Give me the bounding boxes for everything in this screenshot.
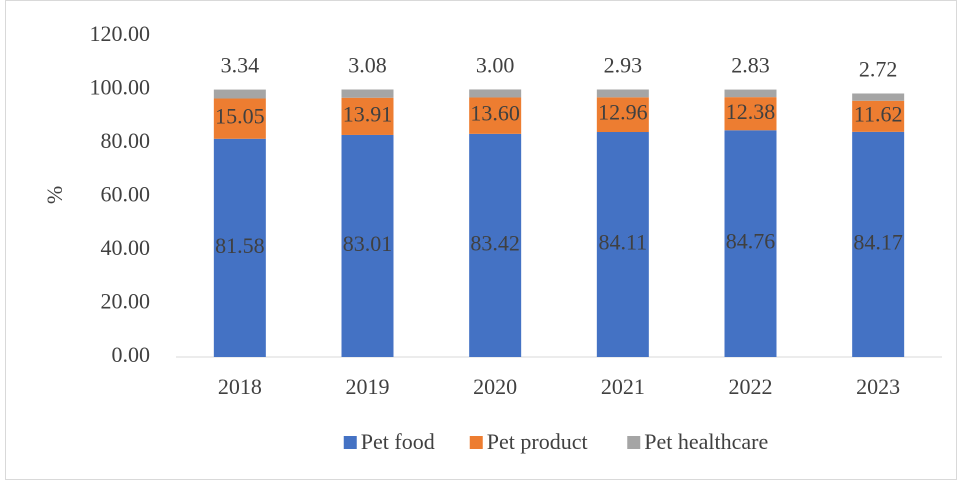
data-label: 12.96 <box>598 100 648 125</box>
data-label: 84.76 <box>726 229 776 254</box>
data-label: 15.05 <box>215 104 265 129</box>
data-label: 2.83 <box>731 53 770 78</box>
bar-segment <box>469 89 522 98</box>
bar-segment <box>852 93 905 101</box>
data-label: 2.72 <box>859 57 898 82</box>
data-label: 83.42 <box>470 230 520 255</box>
x-tick-label: 2023 <box>856 374 900 399</box>
x-tick-label: 2022 <box>729 374 773 399</box>
bar-segment <box>596 97 649 133</box>
bar-segment <box>213 98 266 139</box>
bar-segment <box>213 89 266 99</box>
y-tick-label: 100.00 <box>90 75 151 100</box>
legend-label: Pet product <box>487 429 588 454</box>
bar-segment <box>469 97 522 134</box>
x-tick-label: 2019 <box>346 374 390 399</box>
data-label: 84.17 <box>853 229 903 254</box>
bar-segment <box>724 97 777 131</box>
data-label: 13.91 <box>343 101 393 126</box>
data-label: 3.34 <box>221 53 260 78</box>
data-label: 13.60 <box>470 101 520 126</box>
bar-segment <box>596 132 649 357</box>
bar-segment <box>469 133 522 357</box>
y-tick-label: 40.00 <box>101 235 151 260</box>
legend-swatch <box>627 436 641 449</box>
bar-segment <box>852 131 905 357</box>
y-tick-label: 60.00 <box>101 182 151 207</box>
y-tick-label: 120.00 <box>90 21 151 46</box>
legend-label: Pet food <box>361 429 435 454</box>
bar-segment <box>724 130 777 357</box>
x-tick-label: 2020 <box>473 374 517 399</box>
legend-swatch <box>469 436 483 449</box>
legend-label: Pet healthcare <box>644 429 768 454</box>
x-tick-label: 2021 <box>601 374 645 399</box>
y-axis-label: % <box>42 186 67 204</box>
data-label: 81.58 <box>215 233 265 258</box>
data-label: 3.08 <box>348 53 387 78</box>
bar-segment <box>852 100 905 132</box>
bar-segment <box>341 134 394 357</box>
bar-segment <box>213 138 266 357</box>
y-tick-label: 0.00 <box>112 342 151 367</box>
data-label: 12.38 <box>726 99 776 124</box>
data-label: 84.11 <box>598 230 647 255</box>
bar-segment <box>724 89 777 98</box>
data-label: 2.93 <box>604 53 643 78</box>
data-label: 11.62 <box>854 101 903 126</box>
data-label: 83.01 <box>343 231 393 256</box>
bar-segment <box>341 97 394 135</box>
bar-segment <box>596 89 649 98</box>
y-tick-label: 20.00 <box>101 289 151 314</box>
data-label: 3.00 <box>476 52 515 77</box>
bar-segment <box>341 89 394 98</box>
legend-swatch <box>343 436 357 449</box>
x-tick-label: 2018 <box>218 374 262 399</box>
y-tick-label: 80.00 <box>101 128 151 153</box>
